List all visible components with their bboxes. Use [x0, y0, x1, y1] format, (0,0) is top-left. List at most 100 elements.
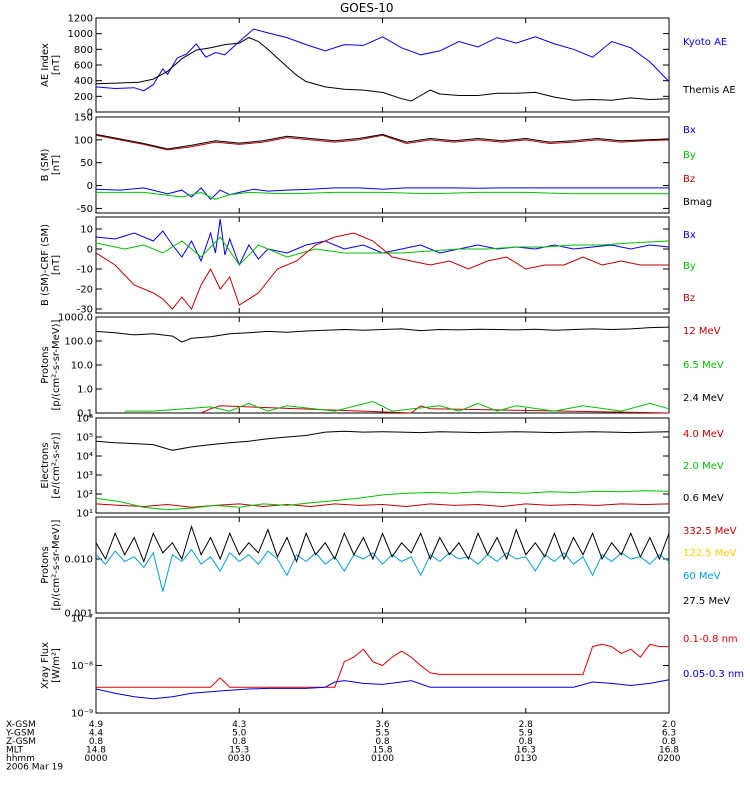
ytick-label-b_sm_crf: 10	[80, 225, 93, 236]
ytick-label-b_sm: 0	[87, 181, 93, 192]
xaxis-row-value: 6.3	[662, 729, 676, 739]
ytick-label-electrons: 10³	[76, 471, 93, 482]
xaxis-row-value: 4.9	[89, 720, 104, 730]
xaxis-row-value: 0030	[228, 754, 251, 764]
xaxis-row-value: 0.8	[662, 737, 677, 747]
series-line-xray-1	[95, 679, 670, 700]
legend-label-protons_high-2: 60 MeV	[683, 571, 721, 582]
ytick-label-b_sm: -50	[77, 204, 93, 215]
xaxis-row-label: MLT	[6, 746, 24, 756]
xaxis-row-label: Z-GSM	[6, 737, 36, 747]
series-line-ae-1	[95, 37, 670, 102]
legend-label-electrons-2: 0.6 MeV	[683, 493, 724, 504]
ytick-label-b_sm_crf: -30	[77, 305, 93, 316]
panel-frame-protons_low	[95, 316, 670, 414]
panel-frame-ae	[95, 17, 670, 113]
series-line-b_sm-2	[95, 134, 670, 151]
legend-label-b_sm-0: Bx	[683, 125, 696, 136]
xaxis-row-value: 2.0	[662, 720, 677, 730]
xaxis-row-value: 0100	[371, 754, 394, 764]
ylabel-protons_low: Protons	[40, 346, 51, 383]
ytick-label-protons_low: 0.1	[77, 409, 93, 420]
xaxis-row-value: 16.8	[659, 746, 679, 756]
ytick-label-b_sm_crf: -10	[77, 265, 93, 276]
series-line-ae-0	[95, 28, 670, 92]
series-line-electrons-1	[95, 490, 670, 511]
ylabel-xray: [W/m²]	[51, 648, 62, 683]
series-line-protons_high-3	[95, 524, 670, 563]
series-line-electrons-0	[95, 503, 670, 508]
ylabel-b_sm_crf: [nT]	[51, 255, 62, 275]
panel-frame-b_sm	[95, 116, 670, 214]
ytick-label-protons_low: 100.0	[64, 337, 93, 348]
date-label: 2006 Mar 19	[6, 763, 63, 773]
ytick-label-electrons: 10⁵	[76, 433, 93, 444]
legend-label-b_sm-3: Bmag	[683, 197, 712, 208]
xaxis-row-value: 4.4	[89, 729, 104, 739]
ytick-label-electrons: 10²	[76, 490, 93, 501]
legend-label-ae-0: Kyoto AE	[683, 37, 727, 48]
ytick-label-b_sm: 50	[80, 158, 93, 169]
legend-label-protons_high-1: 122.5 MeV	[683, 548, 737, 559]
series-line-b_sm_crf-2	[95, 232, 669, 310]
series-line-electrons-2	[95, 430, 670, 451]
legend-label-b_sm_crf-0: Bx	[683, 230, 696, 241]
xaxis-row-value: 3.6	[375, 720, 390, 730]
ytick-label-protons_low: 1.0	[77, 385, 93, 396]
series-line-xray-0	[96, 643, 669, 688]
ytick-label-ae: 200	[74, 92, 93, 103]
ylabel-protons_high: Protons	[40, 546, 51, 583]
ytick-label-xray: 10⁻⁹	[71, 709, 93, 720]
ytick-label-b_sm_crf: -20	[77, 285, 93, 296]
xaxis-row-value: 2.8	[519, 720, 534, 730]
series-line-protons_low-0	[200, 405, 670, 414]
ytick-label-electrons: 10⁶	[76, 414, 93, 425]
xaxis-row-value: 5.0	[232, 729, 247, 739]
legend-label-protons_high-3: 27.5 MeV	[683, 596, 730, 607]
xaxis-row-value: 0.8	[375, 737, 390, 747]
xaxis-row-label: X-GSM	[6, 720, 36, 730]
legend-label-ae-1: Themis AE	[682, 85, 736, 96]
xaxis-row-value: 0000	[85, 754, 108, 764]
panel-frame-protons_high	[95, 516, 670, 614]
ytick-label-xray: 10⁻⁸	[71, 661, 93, 672]
series-line-protons_low-2	[95, 326, 670, 343]
legend-label-xray-1: 0.05-0.3 nm	[683, 669, 744, 680]
xaxis-row-value: 5.9	[519, 729, 534, 739]
series-line-protons_high-2	[95, 548, 670, 592]
ytick-label-ae: 0	[87, 108, 93, 119]
ytick-label-protons_high: 0.001	[64, 609, 93, 620]
legend-label-b_sm-2: Bz	[683, 174, 695, 185]
xaxis-row-value: 0.8	[89, 737, 104, 747]
ylabel-electrons: Electrons	[40, 442, 51, 488]
legend-label-electrons-1: 2.0 MeV	[683, 461, 724, 472]
ytick-label-ae: 1000	[68, 29, 93, 40]
legend-label-electrons-0: 4.0 MeV	[683, 429, 724, 440]
ytick-label-protons_high: 0.010	[64, 555, 93, 566]
ytick-label-ae: 1200	[68, 14, 93, 25]
ylabel-protons_low: [p/(cm²-s-sr-MeV)]	[51, 319, 62, 410]
xaxis-row-value: 4.3	[232, 720, 246, 730]
ylabel-b_sm: B (SM)	[40, 148, 51, 181]
legend-label-b_sm_crf-1: By	[683, 261, 696, 272]
ytick-label-protons_low: 10.0	[71, 361, 93, 372]
xaxis-row-value: 0130	[514, 754, 537, 764]
ylabel-ae: AE Index	[40, 43, 51, 87]
ylabel-ae: [nT]	[51, 55, 62, 75]
ytick-label-ae: 400	[74, 76, 93, 87]
xaxis-row-value: 15.8	[372, 746, 392, 756]
ytick-label-b_sm: 100	[74, 135, 93, 146]
series-line-b_sm_crf-0	[95, 218, 670, 267]
chart-title: GOES-10	[340, 1, 394, 15]
ytick-label-b_sm: 150	[74, 113, 93, 124]
ylabel-b_sm_crf: B (SM)-CRF (SM)	[40, 224, 51, 306]
ytick-label-ae: 800	[74, 45, 93, 56]
ytick-label-b_sm_crf: 0	[87, 245, 93, 256]
ytick-label-electrons: 10¹	[76, 509, 93, 520]
legend-label-protons_low-1: 6.5 MeV	[683, 360, 724, 371]
xaxis-row-value: 14.8	[86, 746, 106, 756]
ylabel-xray: Xray Flux	[40, 642, 51, 689]
ylabel-b_sm: [nT]	[51, 155, 62, 175]
xaxis-row-value: 5.5	[375, 729, 389, 739]
